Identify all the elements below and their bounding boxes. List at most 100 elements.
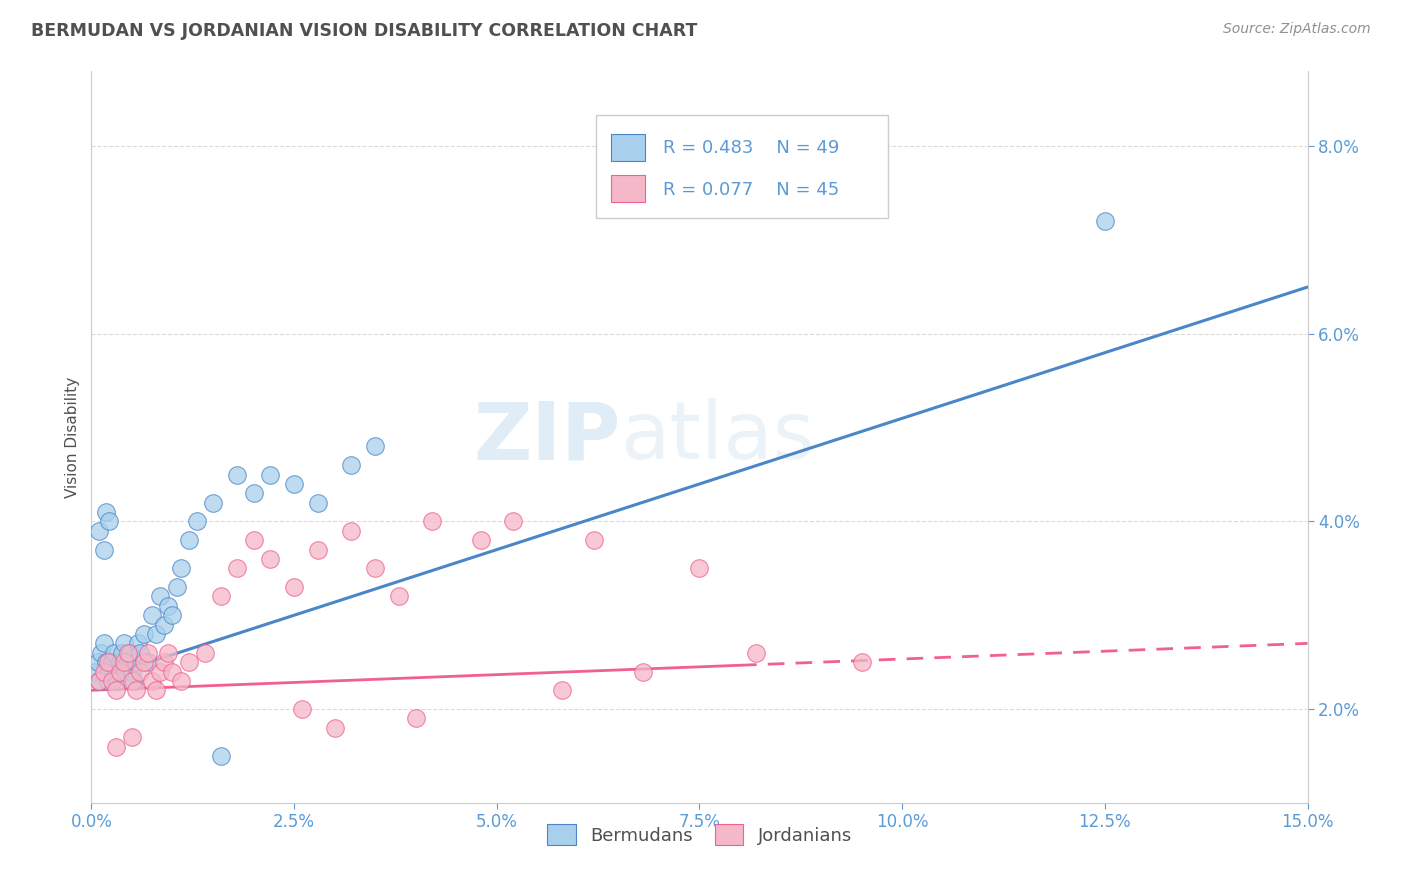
Point	[121, 730, 143, 744]
Point	[84, 665, 107, 679]
Point	[141, 673, 163, 688]
Point	[202, 496, 225, 510]
Point	[97, 673, 120, 688]
Text: ZIP: ZIP	[474, 398, 620, 476]
Point	[97, 655, 120, 669]
Point	[340, 524, 363, 538]
Point	[166, 580, 188, 594]
Point	[136, 655, 159, 669]
Y-axis label: Vision Disability: Vision Disability	[65, 376, 80, 498]
Point	[307, 496, 329, 510]
Point	[105, 673, 128, 688]
Point	[405, 711, 427, 725]
Point	[121, 665, 143, 679]
Point	[157, 599, 180, 613]
Point	[127, 636, 149, 650]
Point	[90, 646, 112, 660]
Point	[307, 542, 329, 557]
Point	[153, 617, 176, 632]
Point	[104, 739, 127, 754]
Point	[169, 561, 191, 575]
Point	[117, 655, 139, 669]
Point	[550, 683, 572, 698]
Point	[111, 646, 134, 660]
Point	[149, 665, 172, 679]
Text: Source: ZipAtlas.com: Source: ZipAtlas.com	[1223, 22, 1371, 37]
Point	[364, 440, 387, 454]
Point	[209, 748, 232, 763]
Point	[388, 590, 411, 604]
Point	[104, 683, 127, 698]
Point	[631, 665, 654, 679]
Point	[145, 683, 167, 698]
Point	[136, 646, 159, 660]
Point	[104, 665, 127, 679]
Point	[153, 655, 176, 669]
Point	[93, 665, 115, 679]
Point	[226, 467, 249, 482]
Point	[112, 636, 135, 650]
Point	[100, 655, 122, 669]
Point	[242, 533, 264, 548]
Point	[259, 467, 281, 482]
FancyBboxPatch shape	[596, 115, 889, 218]
Point	[149, 590, 172, 604]
Point	[186, 515, 208, 529]
Point	[125, 683, 148, 698]
Point	[851, 655, 873, 669]
Point	[323, 721, 346, 735]
Point	[93, 542, 115, 557]
Point	[103, 646, 125, 660]
FancyBboxPatch shape	[610, 175, 645, 202]
Point	[157, 646, 180, 660]
Point	[89, 673, 111, 688]
Point	[129, 646, 152, 660]
Point	[89, 673, 111, 688]
FancyBboxPatch shape	[610, 134, 645, 161]
Point	[108, 655, 131, 669]
Point	[688, 561, 710, 575]
Point	[108, 665, 131, 679]
Point	[745, 646, 768, 660]
Point	[98, 515, 121, 529]
Point	[121, 673, 143, 688]
Point	[132, 627, 155, 641]
Point	[583, 533, 606, 548]
Point	[420, 515, 443, 529]
Point	[93, 636, 115, 650]
Text: R = 0.483    N = 49: R = 0.483 N = 49	[664, 139, 839, 157]
Point	[125, 655, 148, 669]
Point	[100, 673, 122, 688]
Point	[132, 655, 155, 669]
Text: BERMUDAN VS JORDANIAN VISION DISABILITY CORRELATION CHART: BERMUDAN VS JORDANIAN VISION DISABILITY …	[31, 22, 697, 40]
Point	[122, 673, 145, 688]
Point	[177, 655, 200, 669]
Point	[94, 655, 117, 669]
Point	[259, 552, 281, 566]
Point	[169, 673, 191, 688]
Text: R = 0.077    N = 45: R = 0.077 N = 45	[664, 181, 839, 199]
Point	[226, 561, 249, 575]
Point	[89, 524, 111, 538]
Point	[162, 608, 184, 623]
Point	[94, 505, 117, 519]
Point	[194, 646, 217, 660]
Point	[177, 533, 200, 548]
Point	[129, 665, 152, 679]
Point	[364, 561, 387, 575]
Point	[242, 486, 264, 500]
Point	[141, 608, 163, 623]
Point	[209, 590, 232, 604]
Text: atlas: atlas	[620, 398, 815, 476]
Point	[162, 665, 184, 679]
Point	[283, 580, 305, 594]
Legend: Bermudans, Jordanians: Bermudans, Jordanians	[540, 817, 859, 852]
Point	[340, 458, 363, 473]
Point	[87, 655, 110, 669]
Point	[145, 627, 167, 641]
Point	[98, 665, 121, 679]
Point	[114, 665, 136, 679]
Point	[117, 646, 139, 660]
Point	[120, 646, 142, 660]
Point	[1094, 214, 1116, 228]
